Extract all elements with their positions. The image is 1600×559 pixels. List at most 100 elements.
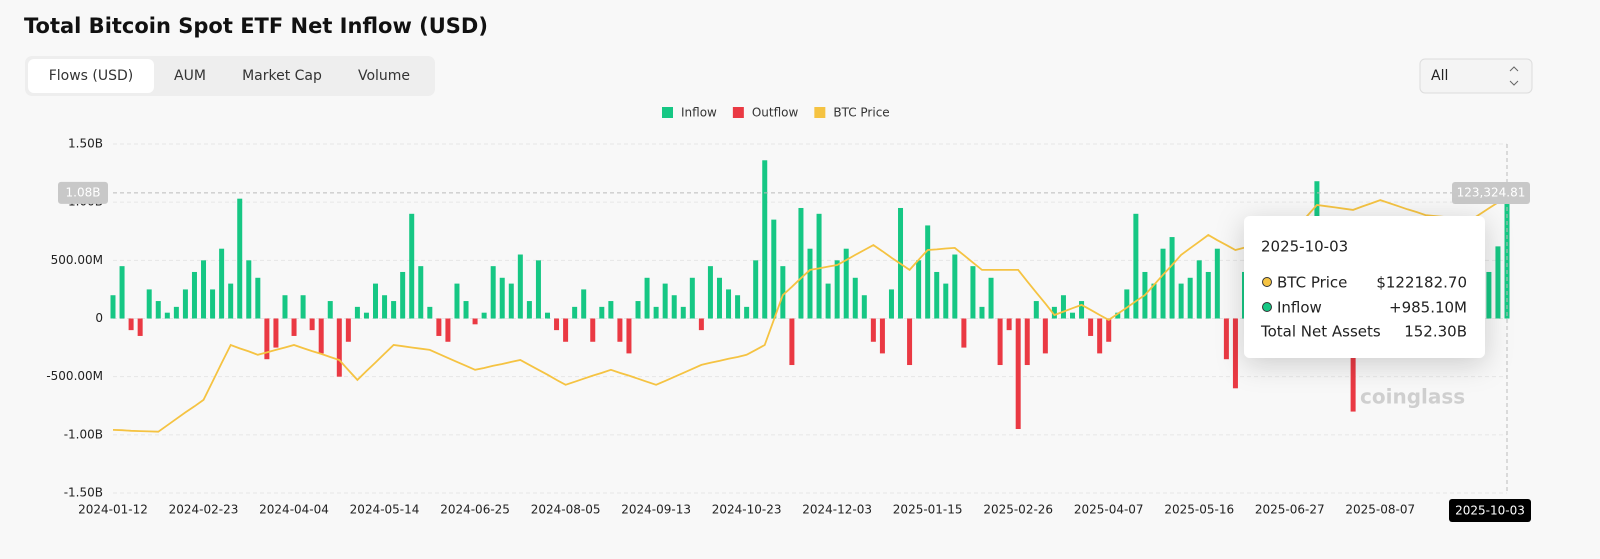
bar: [662, 283, 668, 319]
bar: [210, 289, 216, 319]
bar: [943, 283, 949, 319]
bar: [1006, 318, 1012, 331]
bar: [1051, 306, 1057, 319]
tooltip-date: 2025-10-03: [1261, 238, 1348, 256]
bar: [1024, 318, 1030, 366]
bar: [146, 289, 152, 319]
bar: [707, 266, 713, 319]
bar: [1070, 312, 1076, 319]
y-tick-label: 500.00M: [51, 253, 103, 267]
bar: [590, 318, 596, 342]
bar: [581, 289, 587, 319]
bar: [1205, 271, 1211, 319]
bar: [961, 318, 967, 348]
bar: [716, 277, 722, 319]
chart-title: Total Bitcoin Spot ETF Net Inflow (USD): [24, 14, 488, 38]
bar: [499, 277, 505, 319]
bar: [182, 289, 188, 319]
tab[interactable]: Volume: [358, 68, 410, 84]
crosshair-y2-box: [1452, 181, 1530, 204]
bar: [544, 312, 550, 319]
legend-label[interactable]: BTC Price: [833, 106, 889, 120]
bar: [563, 318, 569, 342]
crosshair-y2-label: 123,324.81: [1457, 185, 1526, 199]
bar: [599, 306, 605, 319]
bar: [843, 248, 849, 319]
bar: [1187, 277, 1193, 319]
bar: [454, 283, 460, 319]
bar: [671, 295, 677, 319]
bar: [246, 260, 252, 319]
watermark: coinglass: [1360, 385, 1465, 409]
tooltip-name: Inflow: [1277, 299, 1322, 317]
bar: [1033, 301, 1039, 319]
bar: [445, 318, 451, 342]
bar: [608, 301, 614, 319]
bar: [907, 318, 913, 366]
bar: [735, 295, 741, 319]
bar: [554, 318, 560, 331]
bar: [934, 271, 940, 319]
legend-swatch[interactable]: [662, 107, 673, 118]
bar: [418, 266, 424, 319]
bar: [626, 318, 632, 354]
tooltip-value: +985.10M: [1389, 299, 1467, 317]
legend-swatch[interactable]: [732, 107, 744, 118]
bar: [870, 318, 876, 342]
bar: [472, 318, 478, 325]
x-tick-label: 2025-04-07: [1074, 503, 1144, 517]
bar: [409, 213, 415, 319]
bar: [318, 318, 324, 354]
bar: [780, 266, 786, 319]
bar: [726, 289, 732, 319]
y-tick-label: 0: [95, 311, 103, 325]
bar: [336, 318, 342, 377]
x-tick-label: 2025-02-26: [983, 503, 1053, 517]
bar: [1160, 248, 1166, 319]
bar: [852, 277, 858, 319]
bar: [237, 198, 243, 319]
x-tick-label: 2024-08-05: [531, 503, 601, 517]
bar: [988, 277, 994, 319]
bar: [1060, 295, 1066, 319]
y-tick-label: -1.00B: [64, 427, 103, 441]
bar: [789, 318, 795, 366]
tab[interactable]: Market Cap: [242, 68, 322, 84]
tab[interactable]: AUM: [174, 68, 206, 84]
tooltip-value: $122182.70: [1376, 274, 1467, 292]
x-tick-label: 2025-08-07: [1345, 503, 1415, 517]
x-tick-label: 2024-04-04: [259, 503, 329, 517]
legend-label[interactable]: Outflow: [752, 106, 799, 120]
bar: [617, 318, 623, 342]
bar: [391, 301, 397, 319]
range-select-label: All: [1431, 68, 1448, 84]
x-tick-label: 2024-10-23: [712, 503, 782, 517]
bar: [345, 318, 351, 342]
tooltip-dot: [1262, 277, 1272, 287]
x-tick-label: 2024-12-03: [802, 503, 872, 517]
tab[interactable]: Flows (USD): [49, 68, 134, 84]
x-tick-label: 2024-09-13: [621, 503, 691, 517]
x-tick-label: 2024-05-14: [350, 503, 420, 517]
x-tick-label: 2024-01-12: [78, 503, 148, 517]
bar: [517, 254, 523, 319]
tooltip-value: 152.30B: [1404, 323, 1467, 341]
tooltip-dot: [1262, 302, 1272, 312]
bar: [508, 283, 514, 319]
bar: [1486, 271, 1492, 319]
range-select[interactable]: [1419, 58, 1533, 94]
bar: [1115, 312, 1121, 319]
bar: [173, 306, 179, 319]
bar: [164, 312, 170, 319]
bar: [1214, 248, 1220, 319]
bar: [264, 318, 270, 360]
bar: [635, 301, 641, 319]
legend-swatch[interactable]: [814, 107, 826, 118]
bar: [1169, 237, 1175, 319]
bar: [463, 301, 469, 319]
bar: [1151, 283, 1157, 319]
bar: [861, 295, 867, 319]
bar: [155, 301, 161, 319]
legend-label[interactable]: Inflow: [681, 106, 717, 120]
bar: [119, 266, 125, 319]
